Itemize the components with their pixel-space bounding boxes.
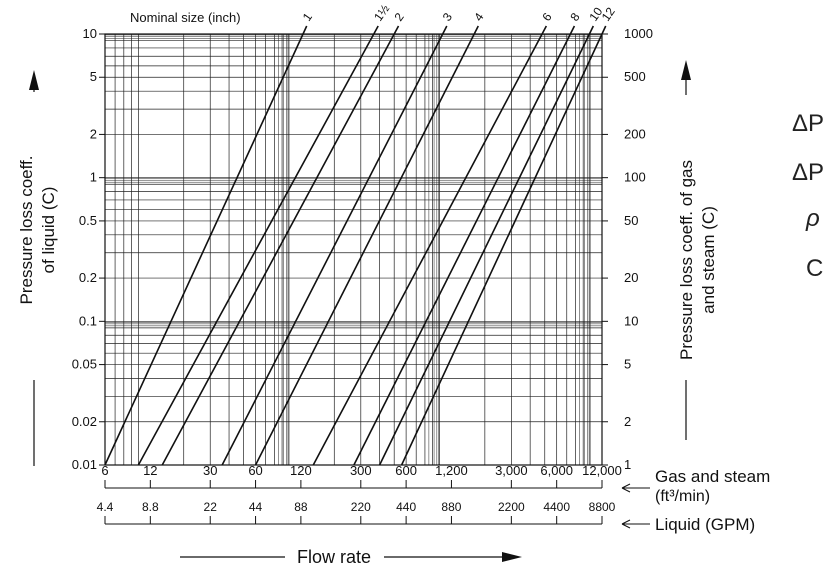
y-right-tick-label: 20: [624, 270, 638, 285]
y-right-tick-label: 10: [624, 313, 638, 328]
y-left-tick-label: 1: [90, 170, 97, 185]
x-gas-tick-label: 12: [143, 463, 157, 478]
y-right-title-line1: Pressure loss coeff. of gas: [677, 160, 696, 360]
y-left-tick-label: 10: [83, 26, 97, 41]
y-left-tick-label: 0.5: [79, 213, 97, 228]
gas-caption-arrow-head: [621, 483, 631, 493]
x-liquid-tick-label: 4.4: [97, 500, 114, 514]
x-gas-tick-label: 12,000: [582, 463, 622, 478]
size-curve-10: [378, 25, 595, 466]
size-curve-1: [104, 25, 308, 466]
x-gas-tick-label: 30: [203, 463, 217, 478]
y-right-tick-label: 1000: [624, 26, 653, 41]
y-left-tick-label: 0.05: [72, 357, 97, 372]
size-curve-12: [400, 25, 607, 466]
x-liquid-tick-label: 44: [249, 500, 263, 514]
size-label: 6: [539, 10, 554, 24]
y-left-tick-label: 5: [90, 69, 97, 84]
x-axis-title: Flow rate: [297, 547, 371, 567]
y-right-title-line2: and steam (C): [699, 206, 718, 314]
x-liquid-tick-label: 88: [294, 500, 308, 514]
x-liquid-tick-label: 8.8: [142, 500, 159, 514]
size-label: 8: [567, 10, 582, 24]
size-curve-6: [312, 25, 548, 466]
size-label: 1: [300, 10, 315, 24]
x-liquid-tick-label: 4400: [543, 500, 570, 514]
chart-frame: [104, 33, 603, 466]
y-left-tick-label: 2: [90, 126, 97, 141]
delta-p-gas-text: ΔP: [792, 159, 825, 186]
y-right-tick-label: 100: [624, 170, 646, 185]
flow-rate-arrow-head: [502, 552, 522, 562]
size-curves: [104, 25, 607, 466]
y-left-tick-label: 0.01: [72, 457, 97, 472]
x-gas-tick-label: 6: [101, 463, 108, 478]
coefficient-symbol-text: C: [806, 255, 824, 282]
x-liquid-tick-label: 220: [351, 500, 371, 514]
y-left-title: Pressure loss coeff. of liquid (C): [17, 156, 58, 305]
x-liquid-tick-label: 22: [204, 500, 218, 514]
size-curve-3: [221, 25, 448, 466]
y-right-tick-label: 1: [624, 457, 631, 472]
y-left-title-line1: Pressure loss coeff.: [17, 156, 36, 305]
size-curve-2: [161, 25, 400, 466]
x-liquid-tick-label: 2200: [498, 500, 525, 514]
size-label: 4: [471, 10, 486, 24]
x-gas-tick-label: 60: [248, 463, 262, 478]
x-gas-tick-label: 300: [350, 463, 372, 478]
chart-axes: 10 5 2 1 0.5 0.2 0.1 0.05 0.02 0.01 1000 500 200 100 5…: [72, 26, 653, 525]
y-right-title: Pressure loss coeff. of gas and steam (C): [677, 160, 718, 360]
size-curve-8: [353, 25, 576, 466]
plot-border: [104, 33, 603, 466]
y-left-title-line2: of liquid (C): [39, 187, 58, 274]
x-gas-tick-label: 120: [290, 463, 312, 478]
x-liquid-caption: Liquid (GPM): [655, 515, 755, 534]
x-gas-caption-line1: Gas and steam: [655, 467, 770, 486]
y-left-arrow-head: [29, 70, 39, 90]
y-right-tick-label: 500: [624, 69, 646, 84]
size-label: 2: [391, 10, 406, 24]
size-label: 3: [440, 10, 455, 24]
x-gas-tick-label: 6,000: [540, 463, 573, 478]
size-curve-1-1-2: [137, 25, 379, 466]
x-liquid-tick-label: 8800: [589, 500, 616, 514]
x-gas-tick-label: 600: [395, 463, 417, 478]
y-left-tick-label: 0.02: [72, 414, 97, 429]
x-liquid-tick-label: 440: [396, 500, 416, 514]
density-symbol-text: ρ: [806, 205, 820, 232]
size-label: 12: [599, 4, 618, 23]
x-gas-caption-line2: (ft³/min): [655, 488, 710, 505]
y-left-tick-label: 0.1: [79, 313, 97, 328]
x-gas-tick-label: 3,000: [495, 463, 528, 478]
y-right-arrow-head: [681, 60, 691, 80]
delta-p-liquid-text: ΔP: [792, 110, 825, 137]
y-right-tick-label: 2: [624, 414, 631, 429]
y-right-tick-label: 200: [624, 126, 646, 141]
x-gas-tick-label: 1,200: [435, 463, 468, 478]
x-liquid-tick-label: 880: [441, 500, 461, 514]
y-right-tick-label: 50: [624, 213, 638, 228]
chart-grid: [104, 33, 603, 466]
y-right-tick-label: 5: [624, 357, 631, 372]
size-label: 1½: [371, 2, 392, 24]
y-left-tick-label: 0.2: [79, 270, 97, 285]
size-curve-4: [254, 25, 479, 466]
liquid-caption-arrow-head: [621, 519, 631, 529]
size-header: Nominal size (inch): [130, 10, 241, 25]
